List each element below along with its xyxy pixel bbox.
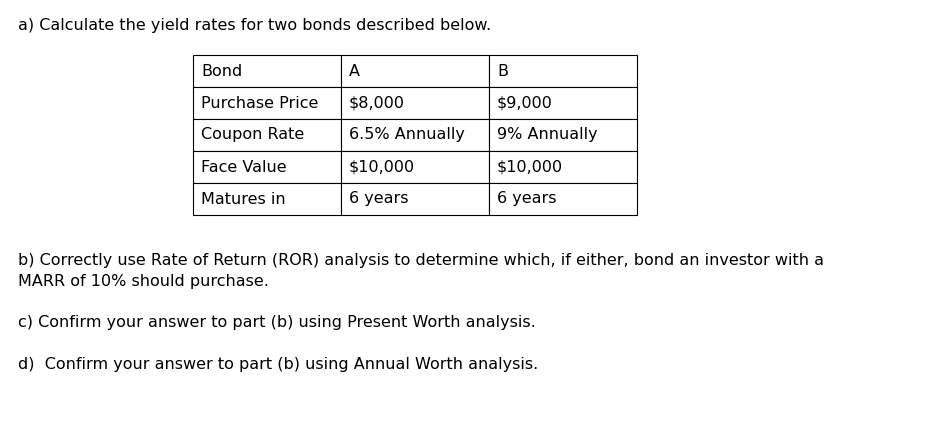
Text: a) Calculate the yield rates for two bonds described below.: a) Calculate the yield rates for two bon…	[18, 18, 491, 33]
Bar	[193, 87, 341, 119]
Text: 9% Annually: 9% Annually	[497, 127, 598, 143]
Text: $10,000: $10,000	[349, 160, 415, 174]
Text: A: A	[349, 64, 360, 78]
Text: d)  Confirm your answer to part (b) using Annual Worth analysis.: d) Confirm your answer to part (b) using…	[18, 357, 538, 372]
Bar	[193, 151, 341, 183]
Text: Bond: Bond	[201, 64, 242, 78]
Bar	[341, 87, 489, 119]
Text: Coupon Rate: Coupon Rate	[201, 127, 305, 143]
Bar	[489, 183, 637, 215]
Bar	[489, 55, 637, 87]
Text: $10,000: $10,000	[497, 160, 564, 174]
Text: $9,000: $9,000	[497, 95, 553, 110]
Bar	[489, 151, 637, 183]
Bar	[341, 119, 489, 151]
Text: B: B	[497, 64, 508, 78]
Bar	[193, 183, 341, 215]
Text: 6 years: 6 years	[497, 191, 557, 207]
Text: 6.5% Annually: 6.5% Annually	[349, 127, 465, 143]
Bar	[341, 151, 489, 183]
Text: Face Value: Face Value	[201, 160, 287, 174]
Text: Matures in: Matures in	[201, 191, 286, 207]
Bar	[341, 55, 489, 87]
Bar	[489, 87, 637, 119]
Text: Purchase Price: Purchase Price	[201, 95, 318, 110]
Text: b) Correctly use Rate of Return (ROR) analysis to determine which, if either, bo: b) Correctly use Rate of Return (ROR) an…	[18, 253, 824, 289]
Text: 6 years: 6 years	[349, 191, 408, 207]
Bar	[341, 183, 489, 215]
Bar	[489, 119, 637, 151]
Text: $8,000: $8,000	[349, 95, 405, 110]
Bar	[193, 119, 341, 151]
Bar	[193, 55, 341, 87]
Text: c) Confirm your answer to part (b) using Present Worth analysis.: c) Confirm your answer to part (b) using…	[18, 315, 536, 330]
